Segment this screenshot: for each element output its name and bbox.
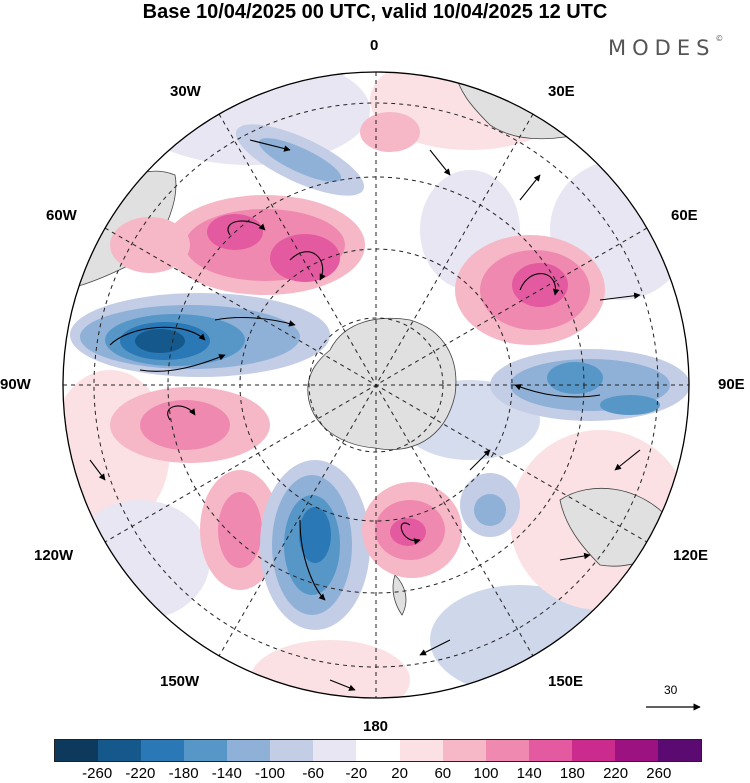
colorbar bbox=[54, 739, 702, 762]
colorbar-tick-label: -220 bbox=[125, 765, 156, 782]
modes-logo: MODES© bbox=[608, 34, 724, 60]
map-border bbox=[62, 71, 690, 699]
label-120e: 120E bbox=[673, 547, 709, 564]
anomaly-cells bbox=[70, 112, 689, 630]
colorbar-segment bbox=[571, 740, 615, 761]
colorbar-segment bbox=[485, 740, 529, 761]
label-30w: 30W bbox=[170, 83, 201, 100]
colorbar-segment bbox=[313, 740, 357, 761]
colorbar-tick-label: 20 bbox=[391, 765, 408, 782]
label-150e: 150E bbox=[548, 673, 584, 690]
graticule bbox=[63, 72, 689, 698]
colorbar-segment bbox=[399, 740, 443, 761]
colorbar-tick-label: 140 bbox=[516, 765, 542, 782]
label-0: 0 bbox=[370, 37, 379, 54]
colorbar-segment bbox=[55, 740, 99, 761]
colorbar-tick-label: -140 bbox=[211, 765, 242, 782]
colorbar-tick-label: 100 bbox=[473, 765, 499, 782]
colorbar-segment bbox=[98, 740, 142, 761]
reference-vector-label: 30 bbox=[664, 683, 678, 697]
colorbar-tick-label: 220 bbox=[603, 765, 629, 782]
label-90e: 90E bbox=[718, 376, 745, 393]
colorbar-segment bbox=[356, 740, 400, 761]
wind-vectors bbox=[74, 139, 641, 691]
map-title: Base 10/04/2025 00 UTC, valid 10/04/2025… bbox=[142, 1, 608, 23]
colorbar-segment bbox=[528, 740, 572, 761]
colorbar-segment bbox=[657, 740, 701, 761]
colorbar-segment bbox=[442, 740, 486, 761]
colorbar-segment bbox=[270, 740, 314, 761]
colorbar-tick-label: -180 bbox=[168, 765, 199, 782]
colorbar-tick-label: -100 bbox=[254, 765, 286, 782]
colorbar-ticks: -260 -220 -180 -140 -100 -60 -20 20 60 100 140 180 2… bbox=[0, 765, 750, 783]
colorbar-segment bbox=[141, 740, 185, 761]
label-30e: 30E bbox=[548, 83, 575, 100]
label-180: 180 bbox=[363, 718, 389, 735]
colorbar-segment bbox=[227, 740, 271, 761]
colorbar-tick-label: -60 bbox=[302, 765, 325, 782]
colorbar-segment bbox=[184, 740, 228, 761]
label-90w: 90W bbox=[0, 376, 31, 393]
label-150w: 150W bbox=[160, 673, 200, 690]
colorbar-segment bbox=[614, 740, 658, 761]
label-60w: 60W bbox=[46, 207, 77, 224]
label-120w: 120W bbox=[34, 547, 74, 564]
colorbar-tick-label: -260 bbox=[82, 765, 113, 782]
antarctica bbox=[307, 317, 457, 450]
colorbar-tick-label: 180 bbox=[559, 765, 585, 782]
colorbar-tick-label: 260 bbox=[646, 765, 672, 782]
colorbar-tick-label: 60 bbox=[434, 765, 452, 782]
label-60e: 60E bbox=[671, 207, 698, 224]
colorbar-tick-label: -20 bbox=[345, 765, 368, 782]
